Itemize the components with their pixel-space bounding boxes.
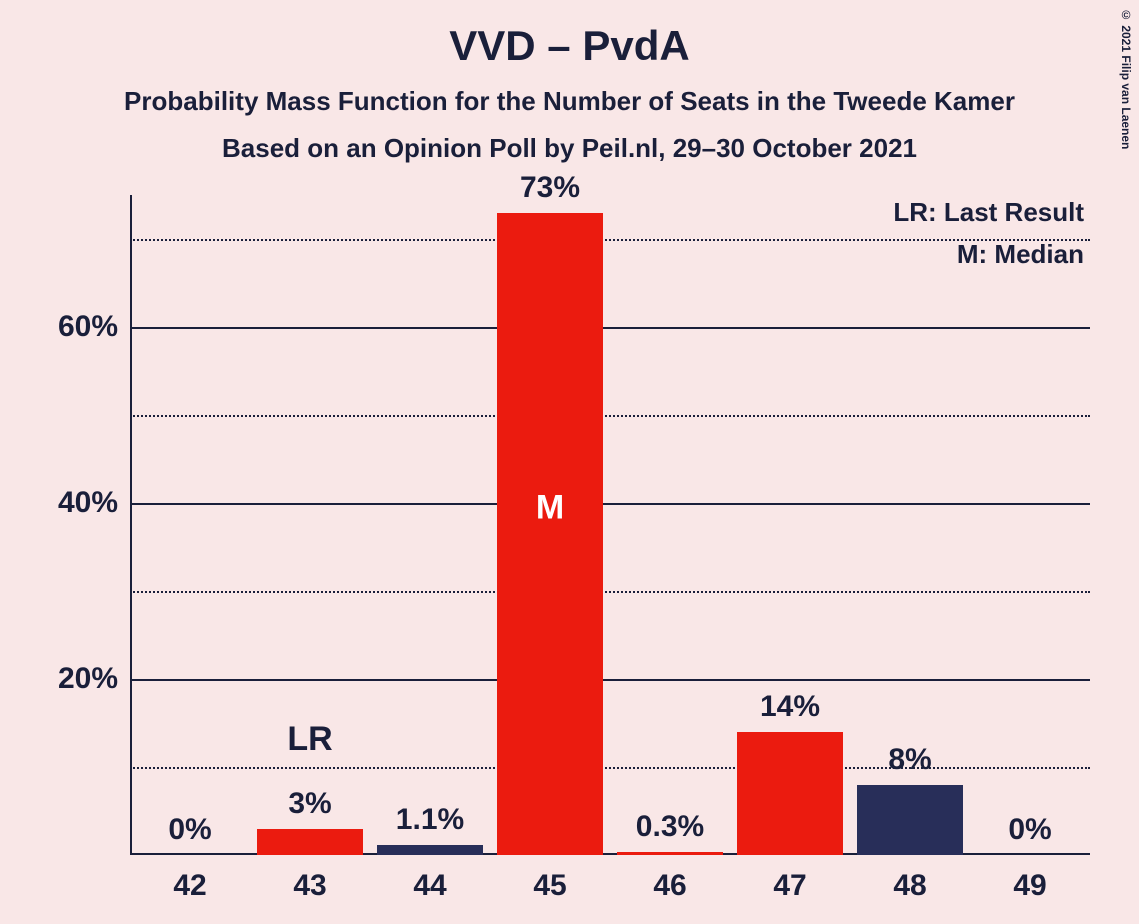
bar-value-label: 3% — [288, 787, 331, 821]
x-axis-tick-label: 49 — [1013, 855, 1046, 903]
bar — [497, 213, 603, 855]
gridline-minor — [130, 415, 1090, 417]
bar-value-label: 0.3% — [636, 810, 704, 844]
legend-median: M: Median — [957, 239, 1090, 270]
y-axis-tick-label: 20% — [58, 662, 130, 696]
x-axis-tick-label: 47 — [773, 855, 806, 903]
gridline-major — [130, 503, 1090, 505]
bar-value-label: 0% — [1008, 813, 1051, 847]
copyright-text: © 2021 Filip van Laenen — [1119, 8, 1133, 149]
gridline-minor — [130, 239, 1090, 241]
bar-value-label: 14% — [760, 690, 820, 724]
bar-value-label: 1.1% — [396, 803, 464, 837]
y-axis-tick-label: 40% — [58, 486, 130, 520]
x-axis-tick-label: 48 — [893, 855, 926, 903]
x-axis-tick-label: 46 — [653, 855, 686, 903]
chart-subtitle-2: Based on an Opinion Poll by Peil.nl, 29–… — [0, 133, 1139, 164]
gridline-major — [130, 327, 1090, 329]
x-axis-tick-label: 44 — [413, 855, 446, 903]
gridline-minor — [130, 591, 1090, 593]
bar — [377, 845, 483, 855]
gridline-minor — [130, 767, 1090, 769]
legend-last-result: LR: Last Result — [893, 197, 1090, 228]
bar — [857, 785, 963, 855]
gridline-major — [130, 679, 1090, 681]
x-axis-tick-label: 42 — [173, 855, 206, 903]
chart-plot-area: LR: Last Result M: Median 20%40%60%420%4… — [130, 195, 1090, 855]
y-axis-tick-label: 60% — [58, 310, 130, 344]
bar-value-label: 0% — [168, 813, 211, 847]
chart-title: VVD – PvdA — [0, 0, 1139, 70]
y-axis-line — [130, 195, 132, 855]
bar — [257, 829, 363, 855]
x-axis-tick-label: 45 — [533, 855, 566, 903]
x-axis-tick-label: 43 — [293, 855, 326, 903]
bar — [737, 732, 843, 855]
chart-subtitle-1: Probability Mass Function for the Number… — [0, 86, 1139, 117]
bar-value-label: 8% — [888, 743, 931, 777]
annotation-median: M — [536, 489, 564, 528]
annotation-last-result: LR — [287, 720, 332, 759]
bar-value-label: 73% — [520, 171, 580, 205]
